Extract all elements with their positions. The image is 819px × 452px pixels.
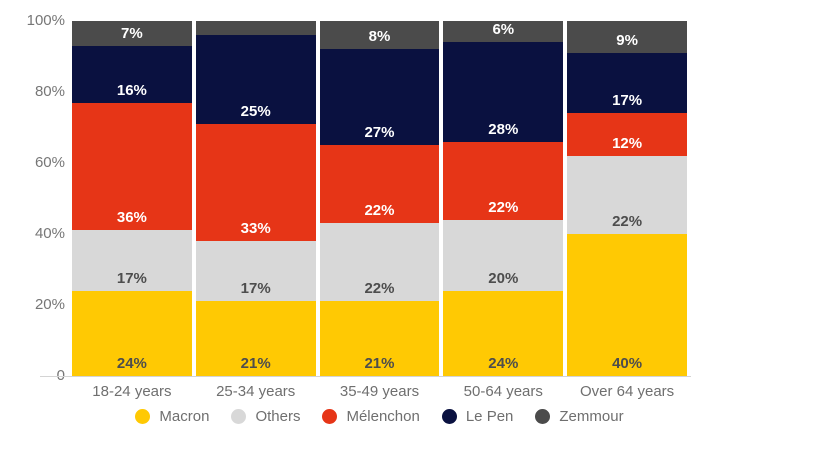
x-axis-line xyxy=(40,376,691,377)
bar-segment-le-pen-25-34-years[interactable]: 25% xyxy=(195,35,316,124)
y-tick-label-60: 60% xyxy=(34,154,65,171)
bar-column-35-49-years: 21% 22% 22% 27% 8% xyxy=(319,21,440,376)
bar-segment-melenchon-over-64-years[interactable]: 12% xyxy=(567,113,687,156)
bar-segment-melenchon-35-49-years[interactable]: 22% xyxy=(319,145,440,224)
legend-swatch-icon xyxy=(322,409,338,424)
bar-segment-macron-over-64-years[interactable]: 40% xyxy=(567,234,687,376)
bar-value-label: 28% xyxy=(488,120,519,138)
x-axis-label-25-34-years: 25-34 years xyxy=(216,383,296,400)
legend-label: Others xyxy=(255,408,301,425)
bar-value-label: 22% xyxy=(488,198,519,216)
legend-swatch-icon xyxy=(231,409,247,424)
legend-item-zemmour[interactable]: Zemmour xyxy=(535,408,624,425)
legend-label: Macron xyxy=(159,408,210,425)
bar-column-over-64-years: 40% 22% 12% 17% 9% xyxy=(567,21,687,376)
legend-item-le-pen[interactable]: Le Pen xyxy=(441,408,514,425)
legend: Macron Others Mélenchon Le Pen Zemmour xyxy=(72,408,687,425)
bar-value-label: 17% xyxy=(240,280,271,298)
bar-segment-le-pen-over-64-years[interactable]: 17% xyxy=(567,52,687,114)
bar-value-label: 16% xyxy=(116,81,147,99)
bar-segment-melenchon-25-34-years[interactable]: 33% xyxy=(195,123,316,242)
legend-swatch-icon xyxy=(135,409,151,424)
bar-segment-le-pen-18-24-years[interactable]: 16% xyxy=(72,45,192,103)
x-axis-label-50-64-years: 50-64 years xyxy=(463,383,543,400)
x-axis-label-35-49-years: 35-49 years xyxy=(339,383,420,400)
bar-segment-others-18-24-years[interactable]: 17% xyxy=(72,230,192,291)
bar-value-label: 6% xyxy=(492,21,515,39)
legend-label: Mélenchon xyxy=(346,408,420,425)
bar-segment-zemmour-18-24-years[interactable]: 7% xyxy=(72,21,192,46)
legend-item-melenchon[interactable]: Mélenchon xyxy=(322,408,420,425)
x-axis: 18-24 years 25-34 years 35-49 years 50-64 y… xyxy=(72,383,687,401)
bar-value-label: 33% xyxy=(240,220,271,238)
x-axis-label-18-24-years: 18-24 years xyxy=(92,383,172,400)
y-tick-label-20: 20% xyxy=(34,296,65,313)
bar-value-label: 24% xyxy=(488,355,519,372)
bar-segment-zemmour-35-49-years[interactable]: 8% xyxy=(319,21,440,50)
bar-segment-le-pen-50-64-years[interactable]: 28% xyxy=(443,42,564,142)
bar-column-25-34-years: 21% 17% 33% 25% xyxy=(195,21,316,376)
y-tick-label-100: 100% xyxy=(26,12,65,29)
legend-item-macron[interactable]: Macron xyxy=(135,408,209,425)
legend-label: Le Pen xyxy=(465,408,514,425)
bar-segment-melenchon-18-24-years[interactable]: 36% xyxy=(72,102,192,231)
bar-segment-others-50-64-years[interactable]: 20% xyxy=(443,219,564,291)
bar-value-label: 7% xyxy=(121,24,143,42)
x-axis-label-over-64-years: Over 64 years xyxy=(579,383,675,400)
bar-segment-others-25-34-years[interactable]: 17% xyxy=(195,241,316,302)
bar-segment-others-over-64-years[interactable]: 22% xyxy=(567,155,687,234)
bar-segment-zemmour-25-34-years[interactable] xyxy=(195,21,316,36)
y-tick-label-80: 80% xyxy=(34,83,65,100)
bar-value-label: 27% xyxy=(364,124,395,142)
bar-segment-macron-35-49-years[interactable]: 21% xyxy=(319,301,440,376)
y-tick-label-0: 0 xyxy=(5,367,65,384)
bar-value-label: 40% xyxy=(612,355,643,372)
legend-swatch-icon xyxy=(441,409,457,424)
bar-column-50-64-years: 24% 20% 22% 28% 6% xyxy=(443,21,564,376)
legend-label: Zemmour xyxy=(559,408,624,425)
bar-value-label: 8% xyxy=(368,28,391,46)
bar-value-label: 21% xyxy=(240,355,271,372)
y-axis: 0 20% 40% 60% 80% 100% xyxy=(0,0,65,452)
plot-area: 24% 17% 36% 16% 7% 21% 17% 33% 25% 21% 22% 22% 27% 8%… xyxy=(72,21,687,376)
bar-value-label: 25% xyxy=(240,102,271,120)
bar-value-label: 21% xyxy=(364,355,395,372)
bar-value-label: 12% xyxy=(612,134,643,152)
legend-swatch-icon xyxy=(535,409,551,424)
bar-value-label: 17% xyxy=(612,92,643,110)
bar-value-label: 36% xyxy=(116,209,147,227)
bar-segment-melenchon-50-64-years[interactable]: 22% xyxy=(443,141,564,220)
bar-column-18-24-years: 24% 17% 36% 16% 7% xyxy=(72,21,192,376)
bar-segment-others-35-49-years[interactable]: 22% xyxy=(319,223,440,302)
bar-segment-zemmour-50-64-years[interactable]: 6% xyxy=(443,21,564,43)
bar-value-label: 9% xyxy=(616,31,638,49)
bar-segment-le-pen-35-49-years[interactable]: 27% xyxy=(319,49,440,146)
legend-item-others[interactable]: Others xyxy=(231,408,300,425)
bar-value-label: 22% xyxy=(364,202,395,220)
bar-value-label: 22% xyxy=(612,213,643,230)
bar-value-label: 22% xyxy=(364,280,395,298)
bar-segment-zemmour-over-64-years[interactable]: 9% xyxy=(567,21,687,53)
bar-segment-macron-50-64-years[interactable]: 24% xyxy=(443,290,564,376)
bar-value-label: 20% xyxy=(488,269,519,287)
y-tick-label-40: 40% xyxy=(34,225,65,242)
bar-segment-macron-25-34-years[interactable]: 21% xyxy=(195,301,316,376)
bar-value-label: 24% xyxy=(116,355,147,372)
bar-segment-macron-18-24-years[interactable]: 24% xyxy=(72,290,192,376)
bar-value-label: 17% xyxy=(116,269,147,287)
